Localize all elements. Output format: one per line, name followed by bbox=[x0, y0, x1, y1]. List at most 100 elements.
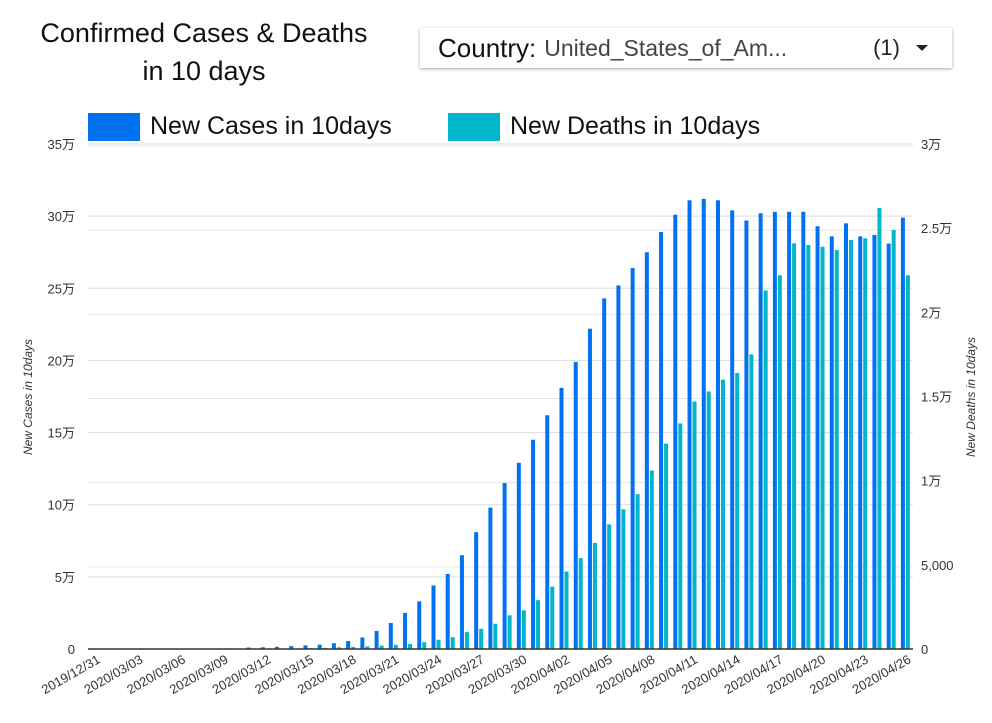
legend-item-cases[interactable]: New Cases in 10days bbox=[88, 112, 392, 141]
bar-deaths bbox=[379, 645, 384, 649]
bar-cases bbox=[531, 439, 536, 649]
bar-cases bbox=[559, 387, 564, 649]
bar-deaths bbox=[621, 509, 626, 649]
bar-cases bbox=[417, 601, 422, 649]
bar-deaths bbox=[493, 623, 498, 649]
bar-cases bbox=[787, 211, 792, 650]
bar-cases bbox=[275, 646, 280, 649]
chart-title-line2: in 10 days bbox=[142, 56, 266, 86]
bar-deaths bbox=[863, 238, 868, 649]
bar-deaths bbox=[678, 423, 683, 649]
bar-cases bbox=[673, 214, 678, 649]
chart-title: Confirmed Cases & Deaths in 10 days bbox=[14, 14, 394, 90]
bar-deaths bbox=[408, 643, 413, 649]
bar-deaths bbox=[735, 372, 740, 649]
bar-cases bbox=[587, 328, 592, 649]
bar-deaths bbox=[550, 586, 555, 649]
bar-cases bbox=[772, 211, 777, 650]
bar-deaths bbox=[664, 443, 669, 649]
country-filter-value: United_States_of_Am... bbox=[544, 34, 788, 61]
bar-deaths bbox=[891, 229, 896, 649]
bar-cases bbox=[715, 200, 720, 649]
bar-cases bbox=[289, 646, 294, 649]
bar-deaths bbox=[877, 207, 882, 649]
bar-deaths bbox=[706, 391, 711, 649]
y2-tick-label: 5,000 bbox=[921, 558, 954, 573]
bar-cases bbox=[886, 243, 891, 650]
legend-item-deaths[interactable]: New Deaths in 10days bbox=[448, 112, 760, 141]
bar-cases bbox=[744, 220, 749, 649]
y2-tick-label: 1.5万 bbox=[921, 390, 952, 405]
legend-label-cases: New Cases in 10days bbox=[150, 112, 392, 140]
bar-cases bbox=[545, 415, 550, 649]
bar-cases bbox=[829, 236, 834, 650]
bar-cases bbox=[858, 236, 863, 650]
country-filter-count: (1) bbox=[873, 35, 900, 60]
bar-cases bbox=[573, 361, 578, 649]
bar-cases bbox=[602, 298, 607, 649]
bar-deaths bbox=[806, 245, 811, 649]
bar-cases bbox=[872, 234, 877, 649]
bar-cases bbox=[474, 532, 479, 649]
bar-deaths bbox=[336, 647, 341, 649]
colon: : bbox=[529, 32, 537, 63]
bar-cases bbox=[488, 507, 493, 649]
bar-deaths bbox=[536, 600, 541, 649]
country-filter-label: Country bbox=[438, 32, 530, 63]
bar-deaths bbox=[436, 639, 441, 649]
y2-tick-label: 2万 bbox=[921, 305, 941, 320]
bar-cases bbox=[317, 644, 322, 649]
bar-deaths bbox=[649, 470, 654, 649]
bar-deaths bbox=[351, 646, 356, 649]
y-tick-label: 25万 bbox=[48, 281, 75, 296]
bar-deaths bbox=[720, 379, 725, 649]
bar-deaths bbox=[479, 628, 484, 649]
bar-cases bbox=[687, 200, 692, 649]
bar-deaths bbox=[578, 558, 583, 649]
bar-cases bbox=[303, 645, 308, 649]
bar-cases bbox=[900, 217, 905, 650]
y-tick-label: 10万 bbox=[48, 498, 75, 513]
y-axis-title: New Cases in 10days bbox=[21, 339, 35, 455]
bar-cases bbox=[459, 555, 464, 649]
bar-cases bbox=[659, 232, 664, 649]
y2-tick-label: 1万 bbox=[921, 474, 941, 489]
chart-title-line1: Confirmed Cases & Deaths bbox=[40, 18, 368, 48]
y2-tick-label: 0 bbox=[921, 642, 928, 657]
bar-cases bbox=[374, 630, 379, 649]
country-filter-dropdown[interactable]: Country: United_States_of_Am... (1) bbox=[420, 28, 952, 68]
y2-tick-label: 2.5万 bbox=[921, 221, 952, 236]
bar-deaths bbox=[564, 571, 569, 649]
bar-deaths bbox=[422, 642, 427, 649]
y-tick-label: 0 bbox=[68, 642, 75, 657]
bar-cases bbox=[331, 643, 336, 649]
bar-cases bbox=[701, 198, 706, 650]
bar-deaths bbox=[905, 275, 910, 649]
bar-cases bbox=[346, 641, 351, 649]
bar-cases bbox=[516, 462, 521, 649]
legend-label-deaths: New Deaths in 10days bbox=[510, 112, 761, 140]
bar-deaths bbox=[820, 246, 825, 649]
bar-deaths bbox=[365, 646, 370, 649]
y-tick-label: 35万 bbox=[48, 137, 75, 152]
bar-deaths bbox=[763, 290, 768, 649]
y2-tick-label: 3万 bbox=[921, 137, 941, 152]
y-tick-label: 5万 bbox=[55, 570, 75, 585]
y-tick-label: 20万 bbox=[48, 353, 75, 368]
bar-deaths bbox=[777, 275, 782, 649]
bar-deaths bbox=[792, 243, 797, 650]
legend-swatch-cases bbox=[88, 112, 140, 141]
bar-deaths bbox=[393, 644, 398, 649]
bar-cases bbox=[616, 285, 621, 649]
bar-cases bbox=[730, 210, 735, 649]
bar-deaths bbox=[834, 250, 839, 650]
bar-deaths bbox=[450, 637, 455, 649]
y-tick-label: 30万 bbox=[48, 209, 75, 224]
bar-deaths bbox=[607, 524, 612, 649]
bar-cases bbox=[502, 483, 507, 649]
bar-cases bbox=[644, 252, 649, 649]
bar-cases bbox=[431, 585, 436, 649]
bar-deaths bbox=[521, 610, 526, 649]
bar-cases bbox=[815, 226, 820, 649]
